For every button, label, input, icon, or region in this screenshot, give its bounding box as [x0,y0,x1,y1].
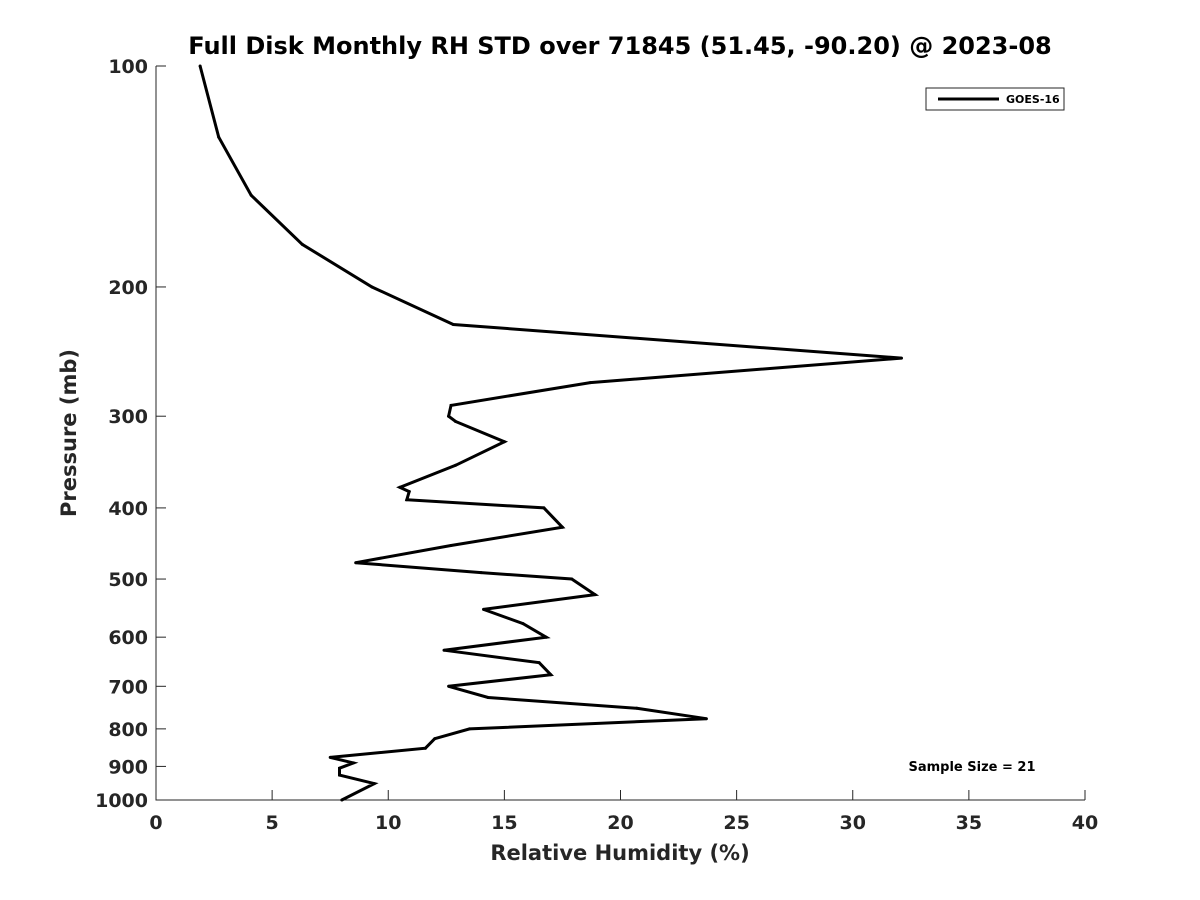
data-point [454,420,458,423]
data-point [588,381,592,385]
y-tick-label: 300 [108,406,148,428]
data-point [370,285,374,289]
series-line-goes16 [198,65,902,802]
x-tick-label: 40 [1072,812,1098,834]
y-tick-label: 400 [108,498,148,520]
y-tick-label: 500 [108,569,148,591]
x-axis-ticks: 0 5 10 15 20 25 30 35 40 [149,790,1098,834]
data-point [328,755,332,759]
legend-label-goes16: GOES-16 [1006,93,1060,106]
data-point [351,761,355,765]
data-point [451,323,455,326]
x-tick-label: 0 [149,812,162,834]
data-point [537,661,541,665]
data-point [398,485,402,489]
data-point [502,440,506,444]
data-point [454,463,458,467]
x-tick-label: 15 [491,812,517,834]
data-point [407,490,411,494]
data-point [593,593,597,597]
data-point [468,727,471,731]
data-point [423,746,427,750]
data-point [560,525,564,529]
data-point [372,782,376,786]
data-point [300,242,304,246]
data-point [447,414,451,418]
x-tick-label: 20 [607,812,633,834]
data-point [442,648,446,652]
series-group [198,64,903,802]
data-point [570,577,574,581]
y-tick-label: 700 [108,676,148,698]
y-tick-label: 900 [108,756,148,778]
chart-title: Full Disk Monthly RH STD over 71845 (51.… [188,32,1051,60]
data-point [486,696,490,699]
data-point [704,717,708,721]
data-point [449,403,453,407]
x-tick-label: 25 [723,812,749,834]
data-point [449,544,453,547]
y-tick-label: 1000 [95,790,148,812]
data-point [479,571,483,575]
x-tick-label: 35 [956,812,982,834]
data-point [338,773,341,777]
data-point [249,193,253,197]
y-tick-label: 100 [108,56,148,78]
y-tick-label: 800 [108,719,148,741]
x-tick-label: 30 [840,812,866,834]
x-tick-label: 5 [266,812,279,834]
data-point [354,561,358,565]
data-point [405,498,409,502]
data-point [198,64,202,68]
data-point [900,356,903,360]
data-point [542,506,546,510]
x-axis-label: Relative Humidity (%) [490,841,749,865]
legend: GOES-16 [925,87,1065,111]
data-point [447,684,451,688]
data-point [635,706,639,710]
data-point [544,635,548,639]
y-axis-ticks: 100 200 300 400 500 600 700 800 900 1000 [95,56,166,812]
sample-size-annotation: Sample Size = 21 [908,760,1035,775]
data-point [521,622,525,626]
data-point [433,737,437,741]
data-point [217,135,221,139]
y-tick-label: 600 [108,627,148,649]
x-tick-label: 10 [375,812,401,834]
data-point [482,607,485,611]
data-point [549,673,553,677]
y-tick-label: 200 [108,277,148,299]
y-axis-label: Pressure (mb) [57,349,81,517]
data-point [340,798,344,802]
data-point [338,766,341,770]
